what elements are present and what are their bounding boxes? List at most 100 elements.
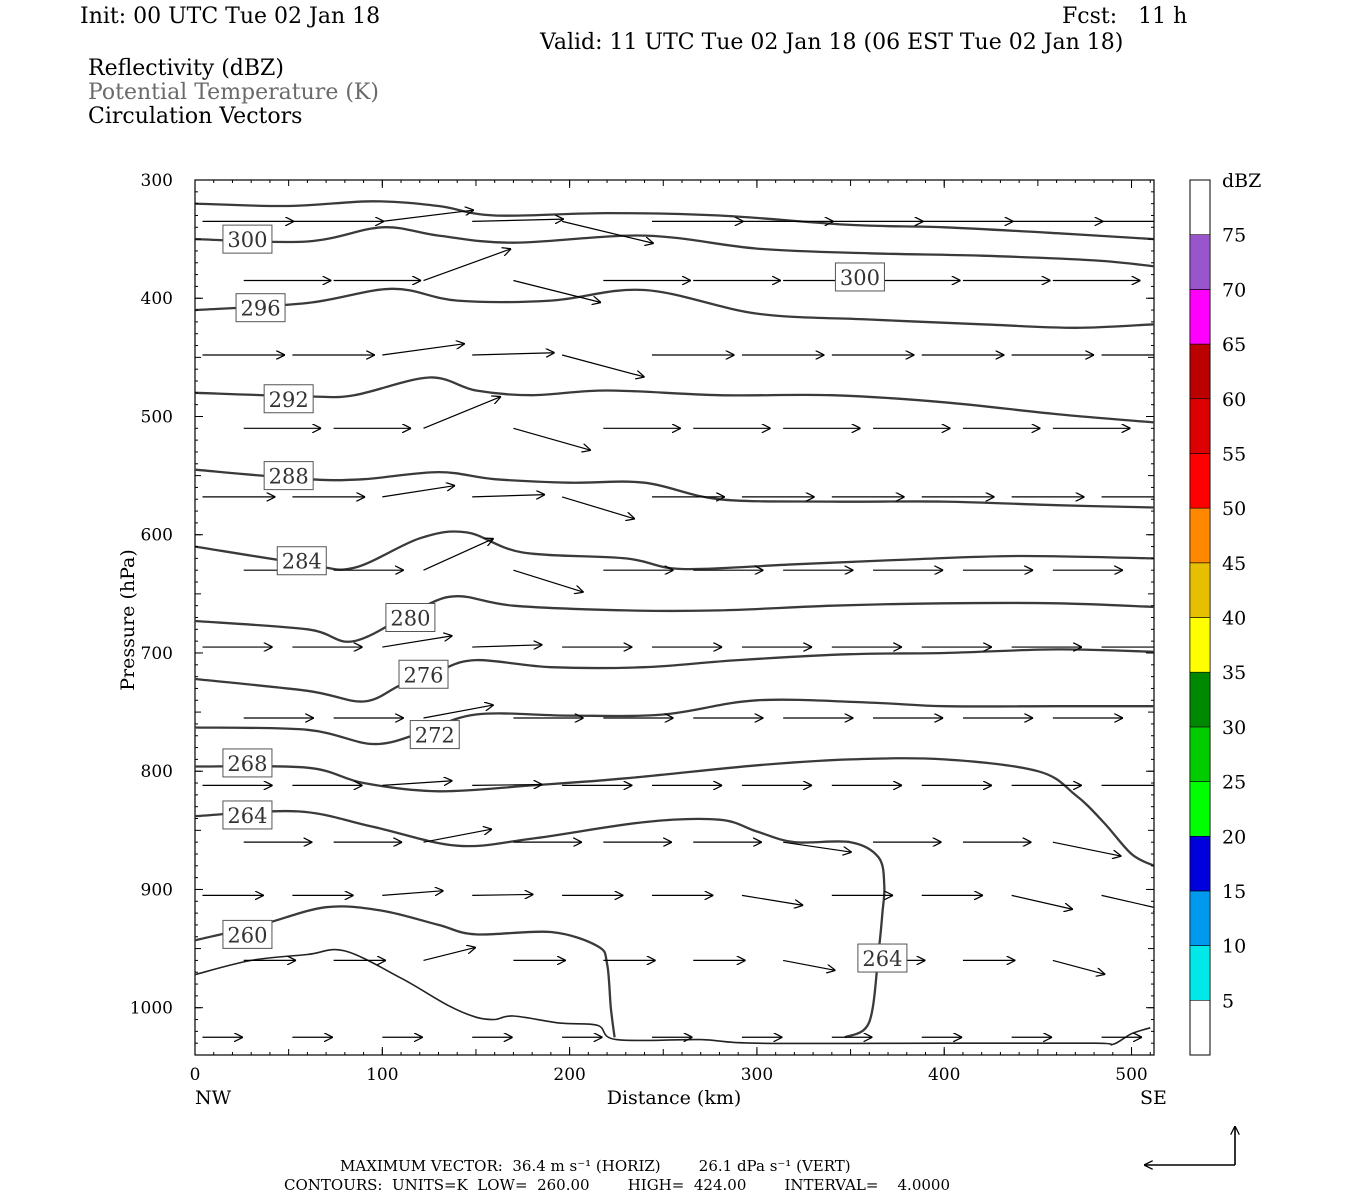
circulation-vector: [561, 220, 654, 243]
colorbar-label: 65: [1222, 334, 1246, 356]
colorbar-label: 5: [1222, 990, 1234, 1012]
contour-label: 272: [415, 724, 455, 748]
contour-label: 276: [403, 663, 443, 687]
colorbar-label: 10: [1222, 936, 1246, 958]
plot-frame: [194, 179, 1155, 1056]
circulation-vector: [513, 569, 583, 592]
y-tick-label: 1000: [130, 999, 173, 1019]
circulation-vector: [472, 784, 542, 785]
colorbar-label: 25: [1222, 772, 1246, 794]
contour-label-box: [235, 293, 286, 323]
x-tick-label: 400: [928, 1065, 960, 1085]
max-vector-info: MAXIMUM VECTOR: 36.4 m s⁻¹ (HORIZ) 26.1 …: [340, 1157, 851, 1175]
colorbar-swatch: [1189, 507, 1211, 564]
colorbar-swatch: [1189, 671, 1211, 728]
circulation-vector: [1052, 959, 1105, 974]
contour-label-box: [222, 800, 273, 830]
contour-label-box: [222, 224, 273, 254]
colorbar-swatch: [1189, 453, 1211, 509]
contour-label-box: [263, 384, 314, 414]
field-potential-temperature: Potential Temperature (K): [88, 80, 379, 105]
theta-contour-300: [195, 200, 1154, 241]
x-tick-label: 100: [366, 1065, 398, 1085]
circulation-vector: [1052, 841, 1122, 856]
contour-label-box: [857, 943, 908, 973]
contour-label: 292: [269, 388, 309, 412]
colorbar-swatch: [1189, 234, 1211, 290]
y-tick-label: 400: [141, 289, 173, 309]
y-tick-label: 500: [141, 407, 173, 427]
circulation-vector: [561, 354, 645, 377]
colorbar-label: 15: [1222, 881, 1246, 903]
contour-label: 300: [227, 228, 267, 252]
y-tick-label: 700: [141, 644, 173, 664]
circulation-vector: [783, 841, 852, 852]
colorbar-label: 45: [1222, 553, 1246, 575]
y-tick-label: 600: [141, 526, 173, 546]
contour-info: CONTOURS: UNITS=K LOW= 260.00 HIGH= 424.…: [284, 1176, 950, 1194]
theta-contour-284: [195, 530, 1154, 571]
circulation-vector: [423, 538, 494, 571]
x-tick-label: 300: [741, 1065, 773, 1085]
theta-contour-288: [195, 468, 1154, 509]
circulation-vector: [382, 636, 452, 648]
reference-vector-icon: [1144, 1126, 1235, 1165]
colorbar-label: 60: [1222, 389, 1246, 411]
theta-contour-272: [195, 698, 1154, 746]
colorbar-label: 55: [1222, 443, 1246, 465]
surface-trace: [195, 948, 1151, 1046]
circulation-vector: [423, 947, 476, 961]
circulation-vector: [382, 486, 455, 498]
contour-label: 296: [241, 297, 281, 321]
valid-time: Valid: 11 UTC Tue 02 Jan 18 (06 EST Tue …: [540, 30, 1124, 55]
circulation-vector: [513, 279, 601, 303]
x-tick-label: 500: [1115, 1065, 1147, 1085]
contour-label-box: [385, 603, 436, 632]
x-tick-label: 200: [553, 1065, 585, 1085]
circulation-vector: [783, 959, 835, 970]
circulation-vector: [423, 829, 493, 843]
colorbar-swatch: [1189, 726, 1211, 782]
colorbar-swatch: [1189, 289, 1211, 345]
x-end-label-left: NW: [195, 1087, 232, 1109]
circulation-vector: [741, 894, 803, 905]
colorbar-swatch: [1189, 562, 1211, 618]
circulation-vector: [423, 705, 494, 719]
circulation-vector: [423, 249, 512, 282]
contour-label: 264: [862, 947, 902, 971]
colorbar-label: 75: [1222, 225, 1246, 247]
colorbar-swatch: [1189, 781, 1211, 837]
colorbar-label: 30: [1222, 717, 1246, 739]
theta-contour-276: [195, 648, 1154, 703]
circulation-vector: [1011, 894, 1073, 909]
circulation-vector: [382, 891, 443, 896]
contour-label: 280: [390, 607, 430, 631]
field-reflectivity: Reflectivity (dBZ): [88, 56, 284, 81]
theta-contour-268: [195, 757, 1154, 867]
y-axis-label: Pressure (hPa): [117, 549, 139, 691]
colorbar-unit: dBZ: [1222, 170, 1261, 192]
contour-label-box: [834, 262, 885, 292]
circulation-vector: [472, 645, 542, 647]
theta-contour-264: [195, 809, 886, 1039]
circulation-vector: [382, 781, 452, 787]
contour-label: 264: [227, 804, 267, 828]
circulation-vector: [513, 427, 590, 450]
contour-label-box: [222, 919, 273, 949]
colorbar-swatch: [1189, 398, 1211, 454]
colorbar-swatch: [1189, 890, 1211, 946]
circulation-vector: [472, 219, 564, 221]
y-tick-label: 300: [141, 171, 173, 191]
colorbar-swatch: [1189, 617, 1211, 673]
y-tick-label: 900: [141, 880, 173, 900]
contour-label: 260: [227, 923, 267, 947]
contour-label: 300: [840, 266, 880, 290]
forecast-hour: Fcst: 11 h: [1062, 4, 1188, 29]
contour-label: 284: [282, 550, 322, 574]
theta-contour-296: [195, 287, 1154, 329]
contour-label-box: [409, 720, 460, 750]
colorbar-swatch: [1189, 343, 1211, 400]
x-tick-label: 0: [190, 1065, 201, 1085]
theta-contour-260: [195, 905, 616, 1038]
